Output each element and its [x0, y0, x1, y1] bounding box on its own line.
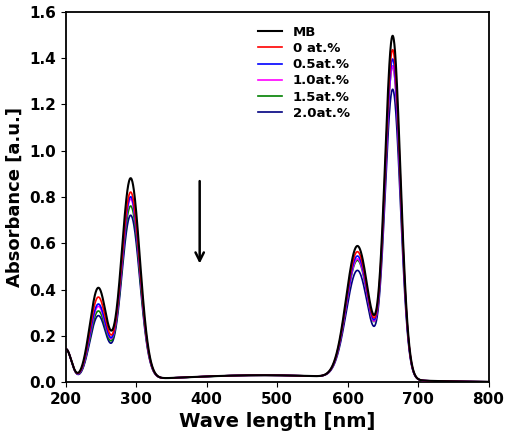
0.5at.%	[257, 373, 263, 378]
1.0at.%	[395, 149, 401, 154]
MB	[63, 347, 69, 352]
MB	[395, 127, 401, 132]
0 at.%	[84, 342, 90, 347]
Line: 2.0at.%: 2.0at.%	[66, 89, 488, 382]
Line: 0.5at.%: 0.5at.%	[66, 59, 488, 382]
0 at.%	[395, 137, 401, 142]
1.0at.%	[389, 63, 395, 69]
0.5at.%	[389, 56, 395, 62]
1.5at.%	[485, 379, 491, 385]
1.0at.%	[485, 379, 491, 385]
Line: 1.5at.%: 1.5at.%	[66, 66, 488, 382]
1.5at.%	[257, 373, 263, 378]
0 at.%	[257, 373, 263, 378]
0 at.%	[472, 379, 478, 384]
0 at.%	[485, 379, 491, 385]
MB	[257, 373, 263, 378]
1.5at.%	[389, 63, 395, 69]
Line: 0 at.%: 0 at.%	[66, 50, 488, 382]
Y-axis label: Absorbance [a.u.]: Absorbance [a.u.]	[6, 107, 23, 287]
0.5at.%	[84, 345, 90, 350]
Line: 1.0at.%: 1.0at.%	[66, 66, 488, 382]
0.5at.%	[395, 144, 401, 149]
1.5at.%	[472, 379, 478, 384]
1.0at.%	[257, 373, 263, 378]
1.5at.%	[84, 348, 90, 353]
1.5at.%	[472, 379, 478, 384]
2.0at.%	[472, 379, 478, 384]
2.0at.%	[472, 379, 478, 384]
Legend: MB, 0 at.%, 0.5at.%, 1.0at.%, 1.5at.%, 2.0at.%: MB, 0 at.%, 0.5at.%, 1.0at.%, 1.5at.%, 2…	[258, 26, 349, 120]
0 at.%	[389, 47, 395, 52]
1.0at.%	[84, 346, 90, 351]
MB	[268, 373, 274, 378]
1.5at.%	[268, 373, 274, 378]
2.0at.%	[84, 350, 90, 355]
MB	[84, 338, 90, 343]
0.5at.%	[472, 379, 478, 384]
0 at.%	[472, 379, 478, 384]
MB	[472, 379, 478, 384]
2.0at.%	[268, 373, 274, 378]
0.5at.%	[268, 373, 274, 378]
0.5at.%	[472, 379, 478, 384]
Line: MB: MB	[66, 36, 488, 382]
1.5at.%	[395, 149, 401, 154]
MB	[472, 379, 478, 384]
MB	[389, 33, 395, 38]
1.0at.%	[268, 373, 274, 378]
2.0at.%	[395, 166, 401, 171]
0.5at.%	[485, 379, 491, 385]
2.0at.%	[257, 373, 263, 378]
1.0at.%	[472, 379, 478, 384]
1.5at.%	[63, 347, 69, 352]
2.0at.%	[389, 87, 395, 92]
X-axis label: Wave length [nm]: Wave length [nm]	[179, 413, 375, 431]
2.0at.%	[485, 379, 491, 385]
0 at.%	[268, 373, 274, 378]
MB	[485, 379, 491, 385]
1.0at.%	[472, 379, 478, 384]
0 at.%	[63, 347, 69, 352]
2.0at.%	[63, 347, 69, 352]
0.5at.%	[63, 347, 69, 352]
1.0at.%	[63, 347, 69, 352]
